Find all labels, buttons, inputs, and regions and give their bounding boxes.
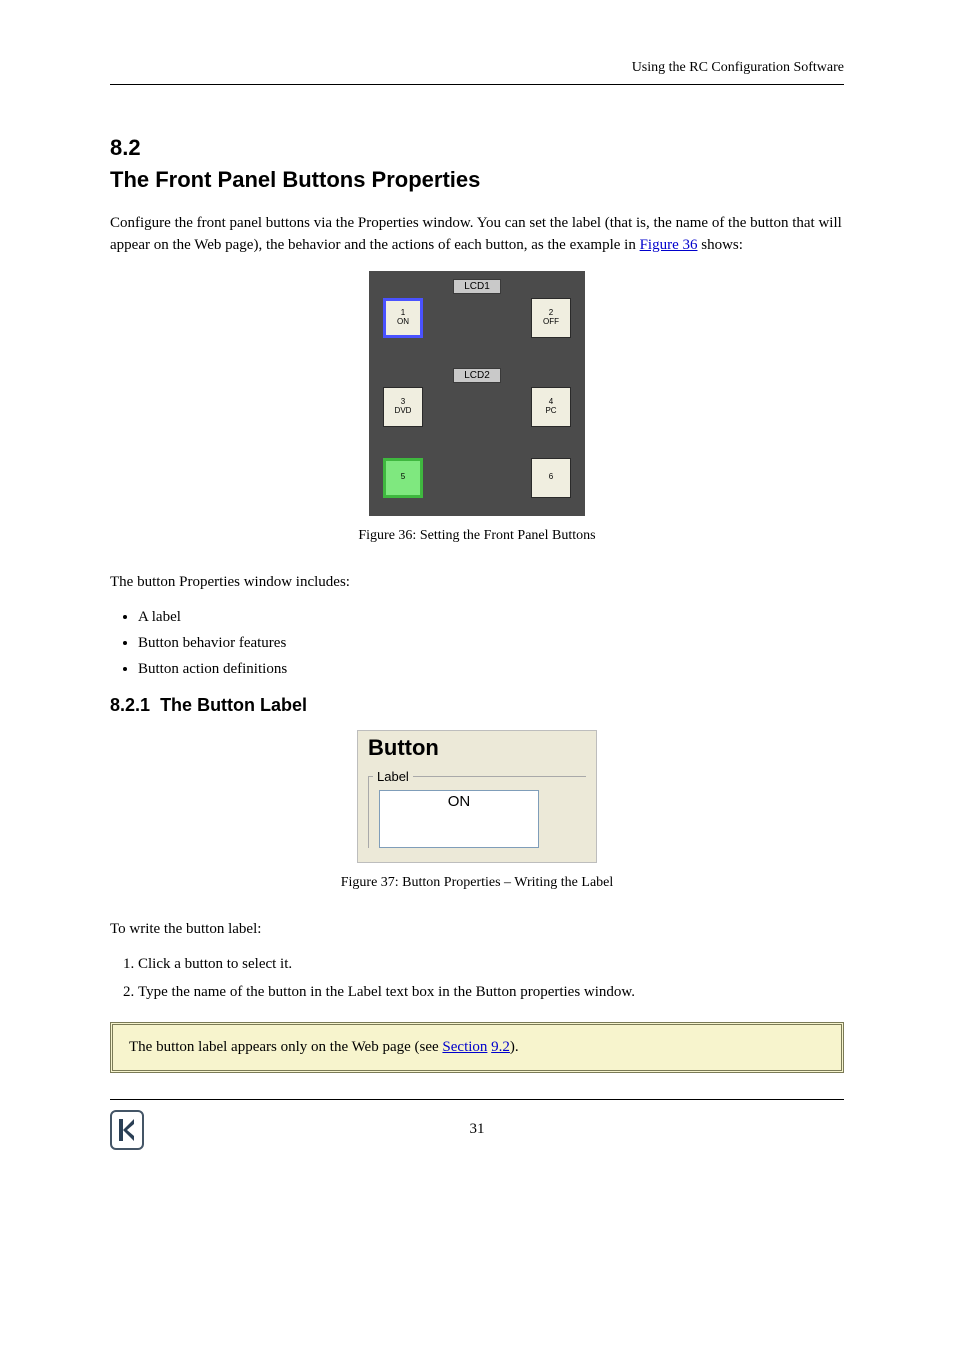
button-panel-title: Button xyxy=(358,731,596,769)
rc-button-2-label: OFF xyxy=(543,318,559,327)
label-fieldset: Label ON xyxy=(368,769,586,848)
step-item: Type the name of the button in the Label… xyxy=(138,982,844,1004)
rc-button-6[interactable]: 6 xyxy=(531,458,571,498)
running-header: Using the RC Configuration Software xyxy=(110,60,844,76)
lcd2-label: LCD2 xyxy=(453,368,501,383)
bullet-item: Button behavior features xyxy=(138,633,844,655)
rc-button-3-label: DVD xyxy=(395,407,412,416)
figure-37-caption: Figure 37: Button Properties – Writing t… xyxy=(110,875,844,891)
kramer-logo-icon xyxy=(110,1110,144,1150)
subsection-heading: 8.2.1 The Button Label xyxy=(110,695,844,716)
note-text-before: The button label appears only on the Web… xyxy=(129,1039,442,1055)
page-number: 31 xyxy=(144,1121,810,1138)
footer: 31 xyxy=(110,1110,844,1150)
rc-panel: LCD1 1 ON 2 OFF LCD2 xyxy=(369,271,585,516)
header-rule xyxy=(110,84,844,85)
subsection-title: The Button Label xyxy=(160,695,307,715)
rc-button-1-label: ON xyxy=(397,318,409,327)
section-title: The Front Panel Buttons Properties xyxy=(110,167,844,193)
note-link-word: Section xyxy=(442,1039,487,1055)
figure-36-caption: Figure 36: Setting the Front Panel Butto… xyxy=(110,528,844,544)
rc-button-2[interactable]: 2 OFF xyxy=(531,298,571,338)
subsection-number: 8.2.1 xyxy=(110,695,150,715)
section-intro: Configure the front panel buttons via th… xyxy=(110,213,844,257)
note-section-num-link[interactable]: 9.2 xyxy=(491,1039,510,1055)
properties-intro: The button Properties window includes: xyxy=(110,572,844,594)
rc-button-1[interactable]: 1 ON xyxy=(383,298,423,338)
rc-button-5[interactable]: 5 xyxy=(383,458,423,498)
label-legend: Label xyxy=(373,769,413,784)
intro-tail: shows: xyxy=(698,237,743,253)
section-number: 8.2 xyxy=(110,135,844,161)
note-box: The button label appears only on the Web… xyxy=(110,1022,844,1073)
rc-button-4[interactable]: 4 PC xyxy=(531,387,571,427)
label-input[interactable]: ON xyxy=(379,790,539,848)
intro-figure-link[interactable]: Figure 36 xyxy=(640,237,698,253)
step-list: Click a button to select it. Type the na… xyxy=(110,954,844,1004)
button-properties-figure: Button Label ON xyxy=(110,730,844,863)
rc-button-6-num: 6 xyxy=(549,473,553,482)
lcd1-label: LCD1 xyxy=(453,279,501,294)
steps-intro: To write the button label: xyxy=(110,919,844,941)
step-item: Click a button to select it. xyxy=(138,954,844,976)
button-properties-panel: Button Label ON xyxy=(357,730,597,863)
footer-rule xyxy=(110,1099,844,1100)
rc-button-3[interactable]: 3 DVD xyxy=(383,387,423,427)
rc-button-4-label: PC xyxy=(545,407,556,416)
bullet-item: Button action definitions xyxy=(138,659,844,681)
note-text-after: ). xyxy=(510,1039,519,1055)
bullet-item: A label xyxy=(138,607,844,629)
rc-button-5-num: 5 xyxy=(401,473,405,482)
note-section-link[interactable]: Section xyxy=(442,1039,487,1055)
properties-bullets: A label Button behavior features Button … xyxy=(110,607,844,680)
rc-panel-figure: LCD1 1 ON 2 OFF LCD2 xyxy=(110,271,844,516)
